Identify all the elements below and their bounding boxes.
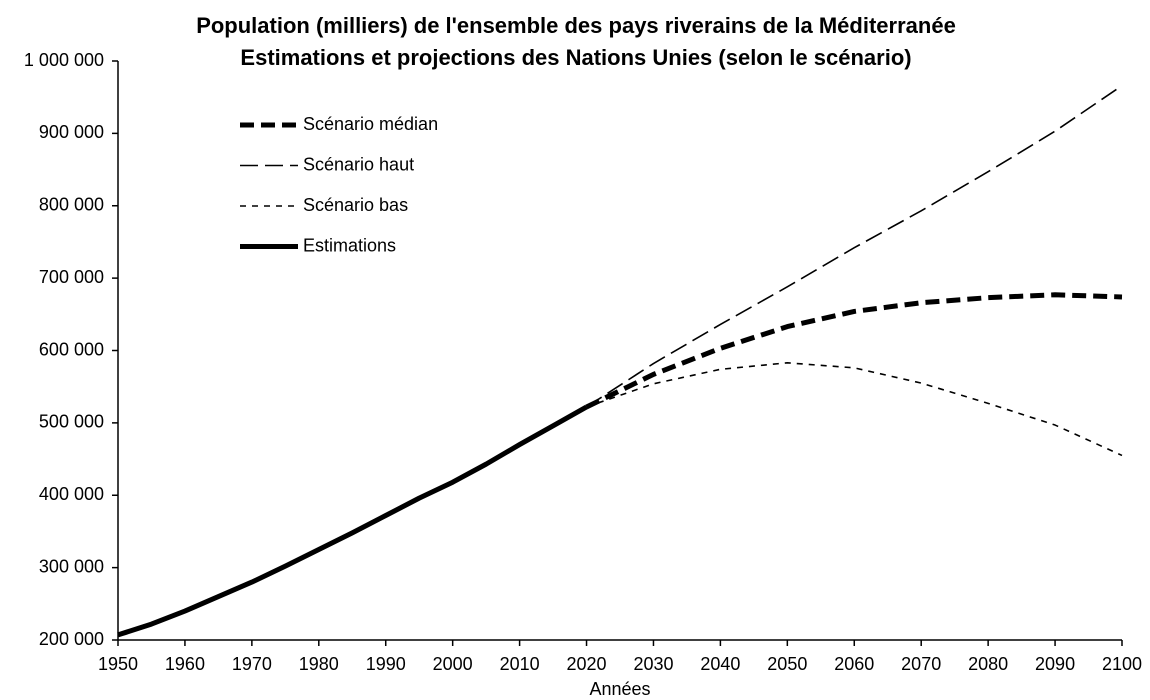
x-tick-label: 2090: [1035, 654, 1075, 674]
x-tick-label: 2050: [767, 654, 807, 674]
series-line: [586, 362, 1123, 457]
x-tick-label: 2080: [968, 654, 1008, 674]
y-tick-label: 900 000: [39, 122, 104, 142]
legend-label: Scénario bas: [303, 195, 408, 215]
y-tick-label: 1 000 000: [24, 50, 104, 70]
y-tick-label: 400 000: [39, 484, 104, 504]
y-tick-label: 800 000: [39, 195, 104, 215]
x-axis-label: Années: [589, 679, 650, 699]
x-tick-label: 2020: [567, 654, 607, 674]
y-tick-label: 700 000: [39, 267, 104, 287]
legend-label: Estimations: [303, 235, 396, 255]
x-tick-label: 1960: [165, 654, 205, 674]
y-tick-label: 600 000: [39, 339, 104, 359]
x-tick-label: 2000: [433, 654, 473, 674]
y-tick-label: 500 000: [39, 412, 104, 432]
chart-subtitle: Estimations et projections des Nations U…: [240, 45, 911, 70]
y-tick-label: 200 000: [39, 629, 104, 649]
x-tick-label: 1970: [232, 654, 272, 674]
x-tick-label: 1950: [98, 654, 138, 674]
x-tick-label: 2040: [700, 654, 740, 674]
x-tick-label: 2010: [500, 654, 540, 674]
x-tick-label: 2030: [633, 654, 673, 674]
series-line: [117, 404, 588, 638]
x-tick-label: 1990: [366, 654, 406, 674]
x-tick-label: 1980: [299, 654, 339, 674]
legend-label: Scénario médian: [303, 114, 438, 134]
x-tick-label: 2070: [901, 654, 941, 674]
y-tick-label: 300 000: [39, 556, 104, 576]
legend-label: Scénario haut: [303, 154, 414, 174]
series-line: [586, 84, 1123, 408]
series-line: [585, 292, 1123, 410]
x-tick-label: 2060: [834, 654, 874, 674]
chart-title: Population (milliers) de l'ensemble des …: [196, 13, 956, 38]
x-tick-label: 2100: [1102, 654, 1142, 674]
